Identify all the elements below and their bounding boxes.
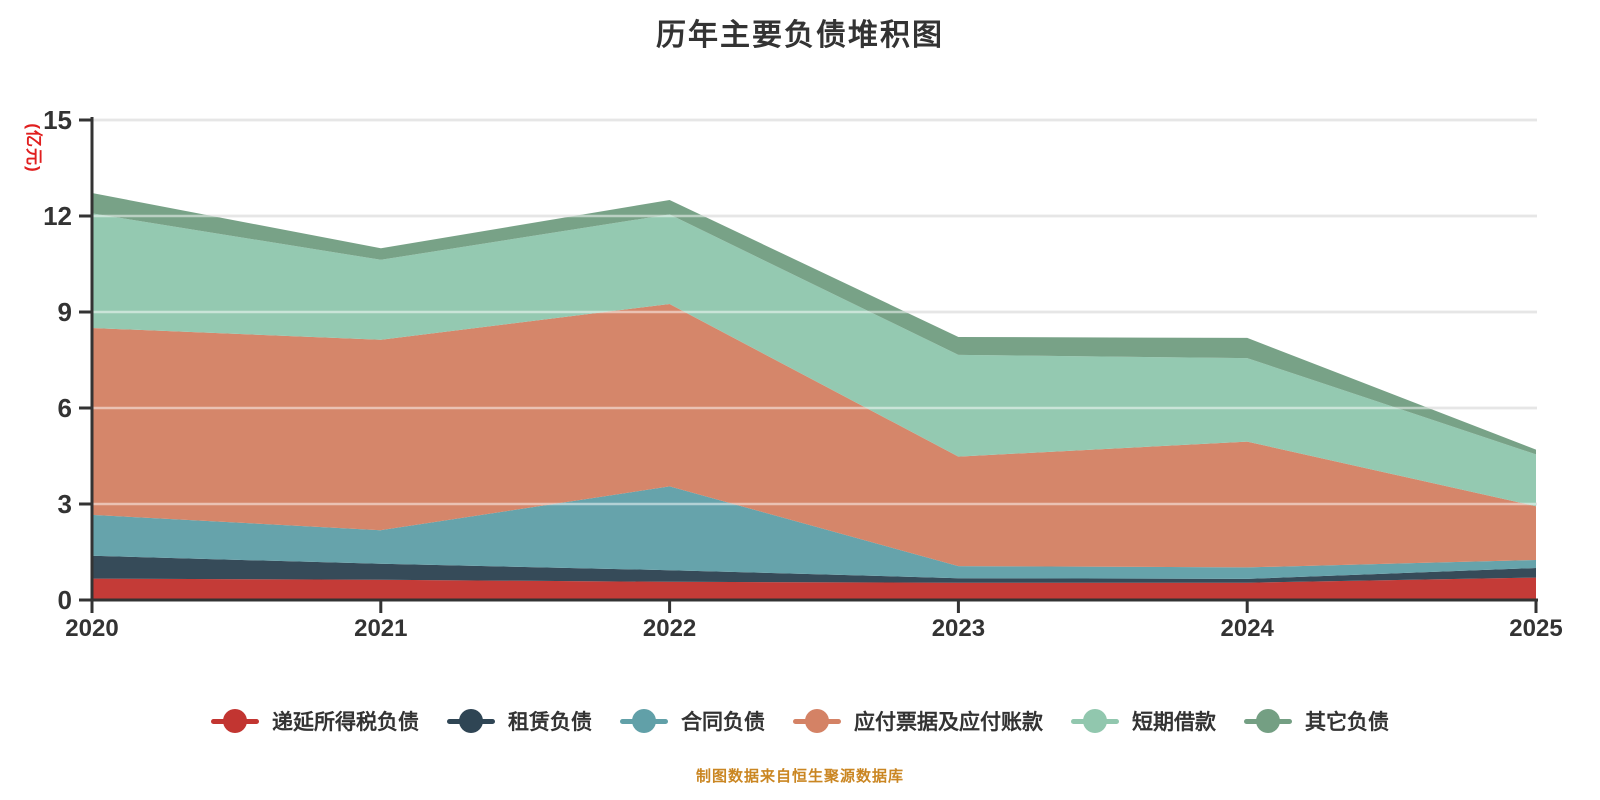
y-tick-label: 9	[58, 297, 72, 327]
series-area-4[interactable]	[92, 213, 1536, 507]
legend-line-dot-icon	[620, 708, 668, 734]
legend: 递延所得税负债 租赁负债 合同负债 应付票据及应付账款 短期借款 其它负债	[0, 706, 1600, 736]
x-tick-label: 2025	[1509, 615, 1562, 642]
y-tick-label: 6	[58, 393, 72, 423]
chart-title: 历年主要负债堆积图	[656, 19, 944, 52]
legend-line-dot-icon	[793, 708, 841, 734]
y-tick-label: 15	[43, 105, 72, 135]
x-tick-label: 2020	[65, 615, 118, 642]
series-area-2[interactable]	[92, 486, 1536, 579]
series-area-1[interactable]	[92, 555, 1536, 583]
legend-line-dot-icon	[1244, 708, 1292, 734]
legend-item-0[interactable]: 递延所得税负债	[211, 706, 419, 736]
legend-label: 应付票据及应付账款	[854, 711, 1043, 734]
legend-item-5[interactable]: 其它负债	[1244, 706, 1389, 736]
legend-line-dot-icon	[211, 708, 259, 734]
x-tick-label: 2021	[354, 615, 407, 642]
legend-label: 合同负债	[681, 711, 765, 734]
legend-label: 租赁负债	[508, 711, 592, 734]
data-source-caption: 制图数据来自恒生聚源数据库	[695, 768, 904, 785]
y-tick-label: 3	[58, 489, 72, 519]
series-area-0[interactable]	[92, 577, 1536, 600]
legend-label: 其它负债	[1305, 711, 1389, 734]
x-tick-label: 2024	[1221, 615, 1275, 642]
legend-item-3[interactable]: 应付票据及应付账款	[793, 706, 1043, 736]
x-tick-label: 2022	[643, 615, 696, 642]
y-tick-label: 0	[58, 585, 72, 615]
series-area-3[interactable]	[92, 304, 1536, 568]
legend-line-dot-icon	[1071, 708, 1119, 734]
legend-line-dot-icon	[447, 708, 495, 734]
legend-label: 递延所得税负债	[272, 711, 419, 734]
legend-item-2[interactable]: 合同负债	[620, 706, 765, 736]
legend-label: 短期借款	[1132, 711, 1216, 734]
y-tick-label: 12	[43, 201, 72, 231]
x-tick-label: 2023	[932, 615, 985, 642]
legend-item-1[interactable]: 租赁负债	[447, 706, 592, 736]
legend-item-4[interactable]: 短期借款	[1071, 706, 1216, 736]
